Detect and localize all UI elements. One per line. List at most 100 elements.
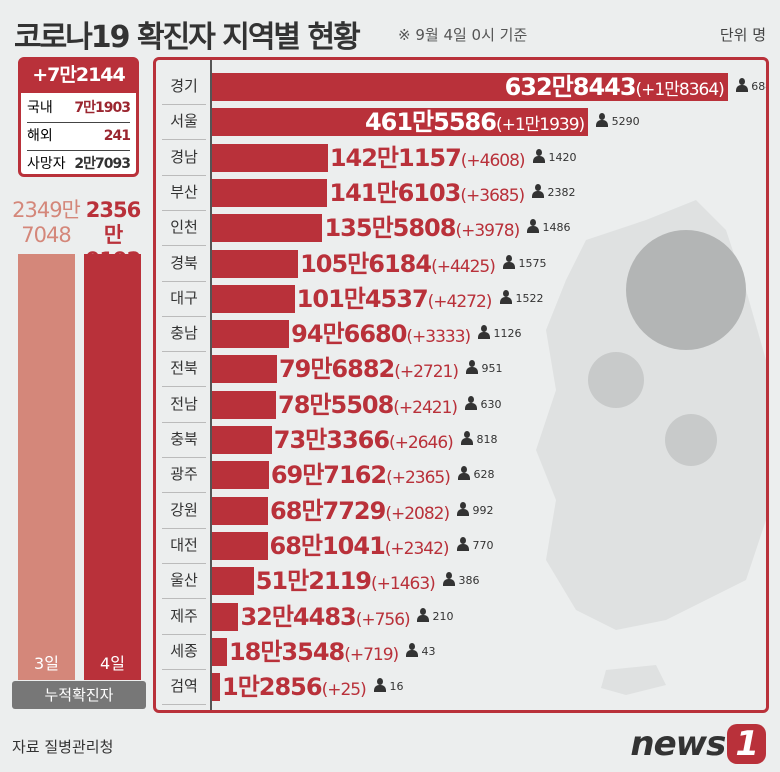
region-value-label: 78만5508(+2421) — [278, 388, 458, 422]
region-row: 검역 1만2856(+25) — [156, 669, 766, 706]
summary-label: 사망자 — [27, 156, 66, 172]
summary-value: 241 — [103, 128, 131, 144]
summary-row-overseas: 해외 241 — [27, 123, 131, 151]
increase-value: (+4608) — [460, 150, 526, 171]
virus-icon — [665, 414, 717, 466]
region-row: 대구 101만4537(+4272) — [156, 281, 766, 317]
region-bar — [212, 214, 323, 243]
region-name: 전남 — [162, 387, 206, 423]
region-name: 서울 — [162, 104, 206, 141]
summary-value: 2만7093 — [74, 156, 131, 172]
region-bar — [212, 178, 328, 207]
increase-value: (+2082) — [385, 503, 450, 524]
cumulative-value: 101만4537 — [296, 284, 429, 313]
increase-value: (+2646) — [389, 433, 454, 453]
region-bar — [212, 602, 239, 631]
summary-label: 해외 — [27, 128, 53, 144]
person-icon — [457, 536, 469, 551]
region-name: 세종 — [162, 634, 206, 670]
death-count: 628 — [458, 458, 495, 492]
region-row: 경남 142만1157(+4608) — [156, 140, 766, 176]
person-icon — [500, 289, 512, 304]
death-count: 210 — [417, 600, 454, 634]
cumulative-value: 51만2119 — [255, 567, 372, 596]
death-count: 1575 — [503, 247, 547, 281]
region-value-label: 51만2119(+1463) — [255, 564, 436, 598]
increase-value: (+3978) — [455, 221, 520, 242]
region-name: 울산 — [162, 563, 206, 600]
region-name: 검역 — [162, 669, 206, 706]
summary-value: 7만1903 — [74, 100, 131, 116]
death-count: 1486 — [527, 211, 571, 245]
region-value-label: 142만1157(+4608) — [330, 141, 526, 175]
cumulative-value: 141만6103 — [329, 178, 461, 207]
death-count: 43 — [406, 635, 436, 669]
cumulative-value: 32만4483 — [240, 602, 356, 631]
axis-divider — [210, 60, 212, 710]
increase-value: (+2721) — [394, 362, 459, 383]
region-bar — [212, 673, 220, 702]
person-icon — [532, 183, 544, 198]
cumulative-value: 135만5808 — [324, 214, 456, 243]
summary-row-domestic: 국내 7만1903 — [27, 95, 131, 123]
region-bar — [212, 567, 254, 596]
region-name: 경남 — [162, 140, 206, 176]
increase-value: (+719) — [344, 644, 399, 665]
news1-logo: news 1 — [630, 724, 766, 764]
cumulative-value: 105만6184 — [300, 249, 432, 278]
person-icon — [533, 148, 545, 163]
increase-value: (+3333) — [406, 327, 471, 348]
korea-map-background — [536, 200, 766, 695]
region-row: 강원 68만7729(+2082) — [156, 493, 766, 529]
virus-icon — [626, 230, 746, 350]
total-new-cases: +7만2144 — [21, 60, 136, 93]
region-value-label: 32만4483(+756) — [240, 600, 410, 634]
region-name: 경북 — [162, 246, 206, 282]
region-bar — [212, 249, 299, 278]
region-row: 인천 135만5808(+3978) — [156, 210, 766, 247]
person-icon — [443, 572, 455, 587]
region-name: 부산 — [162, 175, 206, 211]
region-row: 경북 105만6184(+4425) — [156, 246, 766, 282]
cumulative-value: 68만1041 — [269, 531, 386, 560]
region-value-label: 101만4537(+4272) — [296, 282, 493, 316]
cumulative-label: 누적확진자 — [12, 681, 146, 709]
region-bar — [212, 355, 277, 384]
region-row: 충북 73만3366(+2646) — [156, 422, 766, 458]
person-icon — [417, 607, 429, 622]
unit-label: 단위 명 — [719, 26, 766, 44]
increase-value: (+2365) — [386, 468, 451, 489]
region-name: 인천 — [162, 210, 206, 247]
cumulative-value: 68만7729 — [270, 496, 386, 525]
region-bar — [212, 637, 227, 666]
cumulative-day3-label: 2349만 7048 — [12, 198, 81, 247]
cumulative-value: 78만5508 — [278, 390, 394, 419]
increase-value: (+3685) — [460, 185, 525, 206]
region-row: 대전 68만1041(+2342) — [156, 528, 766, 564]
death-count: 1522 — [500, 282, 544, 316]
death-count: 1420 — [533, 141, 577, 175]
death-count: 5290 — [596, 105, 640, 139]
cumulative-bar-day4: 4일 — [84, 254, 141, 680]
death-count: 630 — [465, 388, 502, 422]
region-value-label: 461만5586(+1만1939) — [365, 105, 585, 139]
region-value-label: 79만6882(+2721) — [279, 352, 459, 386]
region-bar — [212, 496, 269, 525]
summary-row-deaths: 사망자 2만7093 — [27, 151, 131, 178]
summary-box: +7만2144 국내 7만1903 해외 241 사망자 2만7093 — [18, 57, 139, 177]
person-icon — [458, 466, 470, 481]
region-bar — [212, 426, 272, 454]
region-name: 충북 — [162, 422, 206, 458]
death-count: 6848 — [735, 70, 766, 104]
death-count: 386 — [443, 564, 480, 598]
increase-value: (+1만8364) — [635, 80, 725, 100]
region-value-label: 68만1041(+2342) — [269, 529, 450, 563]
increase-value: (+1463) — [371, 574, 436, 595]
region-bar — [212, 73, 728, 101]
death-count: 770 — [457, 529, 494, 563]
day-label: 4일 — [100, 654, 125, 673]
increase-value: (+4425) — [431, 256, 496, 277]
region-row: 울산 51만2119(+1463) — [156, 563, 766, 600]
person-icon — [503, 254, 515, 269]
virus-icon — [588, 352, 644, 408]
